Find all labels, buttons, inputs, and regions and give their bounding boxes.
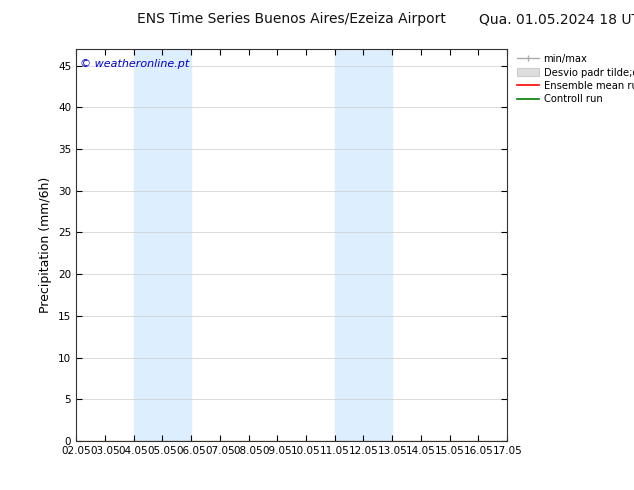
Bar	[134, 49, 191, 441]
Text: Qua. 01.05.2024 18 UTC: Qua. 01.05.2024 18 UTC	[479, 12, 634, 26]
Legend: min/max, Desvio padr tilde;o, Ensemble mean run, Controll run: min/max, Desvio padr tilde;o, Ensemble m…	[517, 54, 634, 104]
Text: ENS Time Series Buenos Aires/Ezeiza Airport: ENS Time Series Buenos Aires/Ezeiza Airp…	[137, 12, 446, 26]
Y-axis label: Precipitation (mm/6h): Precipitation (mm/6h)	[39, 177, 53, 313]
Bar	[335, 49, 392, 441]
Text: © weatheronline.pt: © weatheronline.pt	[81, 59, 190, 69]
